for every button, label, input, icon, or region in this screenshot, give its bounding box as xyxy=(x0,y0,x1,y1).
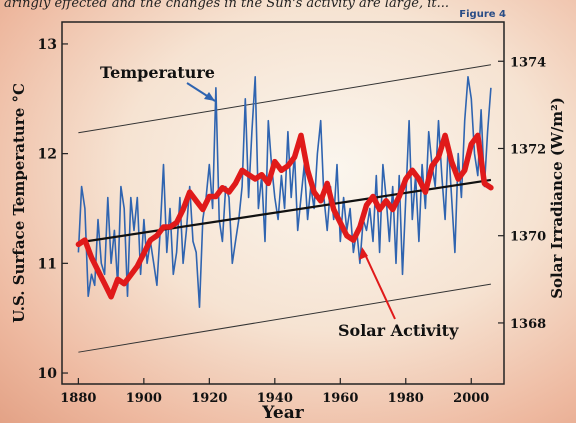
y-right-tick-label: 1368 xyxy=(510,317,546,332)
caption-text: aringly effected and the changes in the … xyxy=(4,0,449,11)
y-axis-right-label: Solar Irradiance (W/m²) xyxy=(548,97,566,299)
y-left-tick-label: 11 xyxy=(38,256,57,272)
solar-arrowhead-icon xyxy=(359,247,368,260)
x-tick-label: 1940 xyxy=(257,391,293,406)
solar-arrow xyxy=(362,249,396,320)
y-axis-left-label: U.S. Surface Temperature °C xyxy=(10,83,28,323)
x-tick-label: 1880 xyxy=(60,391,96,406)
x-tick-label: 2000 xyxy=(453,391,489,406)
temperature-arrowhead-icon xyxy=(204,92,215,101)
y-left-tick-label: 10 xyxy=(38,366,58,382)
temperature-annotation: Temperature xyxy=(100,63,215,82)
band-upper-line xyxy=(78,64,491,134)
x-tick-label: 1980 xyxy=(388,391,424,406)
y-right-tick-label: 1374 xyxy=(510,55,546,70)
y-right-tick-label: 1372 xyxy=(510,142,546,157)
y-left-tick-label: 13 xyxy=(38,37,57,53)
x-tick-label: 1900 xyxy=(126,391,162,406)
plot-frame xyxy=(61,21,505,385)
x-tick-label: 1960 xyxy=(322,391,358,406)
figure-label: Figure 4 xyxy=(459,9,506,20)
temperature-series-line xyxy=(77,76,492,308)
solar-activity-series-line xyxy=(75,132,494,300)
x-tick-label: 1920 xyxy=(191,391,227,406)
x-axis-label: Year xyxy=(261,403,304,423)
solar-annotation: Solar Activity xyxy=(338,321,459,340)
y-left-tick-label: 12 xyxy=(38,147,57,163)
y-right-tick-label: 1370 xyxy=(510,230,546,245)
band-lower-line xyxy=(78,283,491,353)
